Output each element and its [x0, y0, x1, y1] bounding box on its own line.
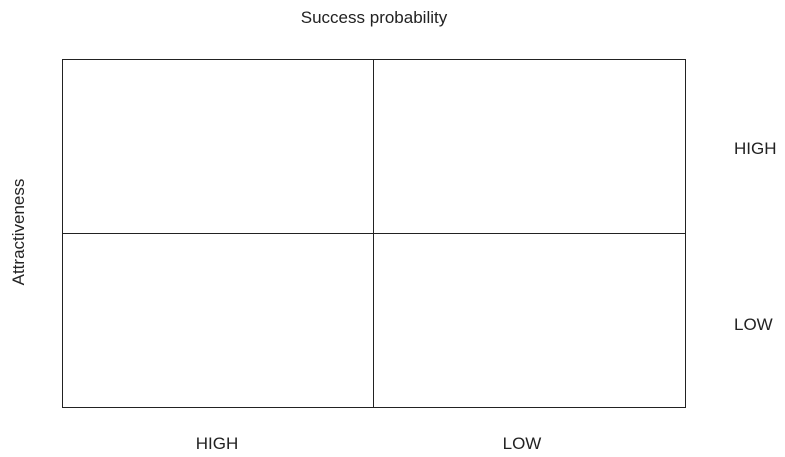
attractiveness-label: Attractiveness	[9, 178, 28, 286]
matrix-grid	[62, 59, 686, 408]
horizontal-divider	[63, 233, 685, 234]
row-label-low: LOW	[734, 315, 773, 334]
row-label-high: HIGH	[734, 139, 777, 158]
success-probability-label: Success probability	[300, 8, 448, 27]
column-label-high: HIGH	[195, 434, 239, 453]
column-label-low: LOW	[502, 434, 542, 453]
